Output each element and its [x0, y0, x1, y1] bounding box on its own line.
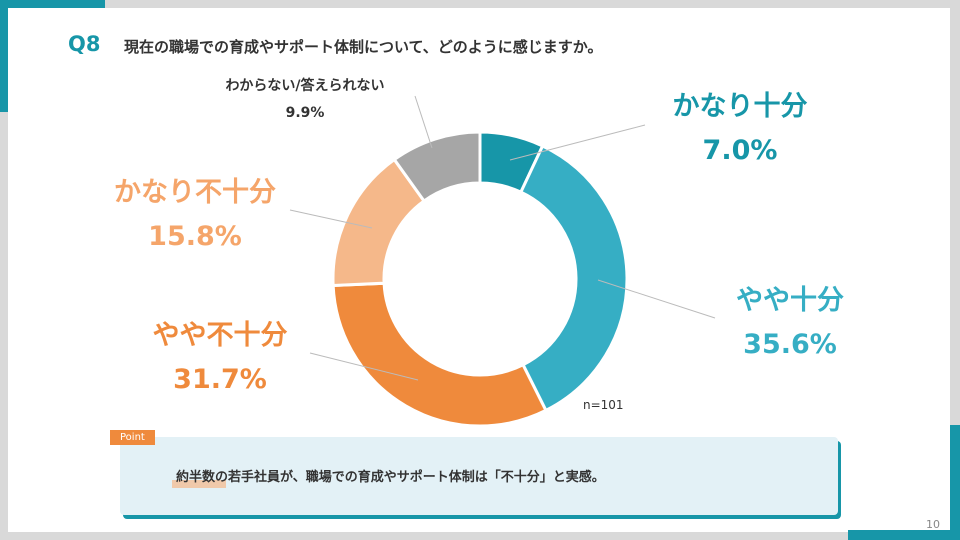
donut-slice-2	[331, 281, 548, 428]
page-number: 10	[926, 518, 940, 531]
accent-bar	[0, 0, 8, 112]
accent-bar	[0, 0, 105, 8]
accent-bar	[848, 530, 960, 540]
point-tag: Point	[110, 430, 155, 445]
point-box	[120, 437, 838, 515]
question-number: Q8	[68, 32, 101, 56]
sample-size: n=101	[583, 398, 624, 412]
label-somewhat-sufficient: やや十分 35.6%	[736, 285, 844, 360]
leader-line	[309, 352, 419, 381]
donut-slice-4	[392, 130, 482, 204]
donut-slice-1	[518, 143, 629, 413]
question-title: 現在の職場での育成やサポート体制について、どのように感じますか。	[124, 38, 603, 56]
label-very-insufficient: かなり不十分 15.8%	[114, 177, 276, 252]
point-text: 約半数の若手社員が、職場での育成やサポート体制は「不十分」と実感。	[176, 470, 605, 485]
label-dont-know: わからない/答えられない 9.9%	[225, 78, 385, 121]
leader-line	[509, 124, 646, 161]
accent-bar	[950, 425, 960, 540]
label-somewhat-insufficient: やや不十分 31.7%	[152, 320, 288, 395]
leader-line	[597, 279, 716, 319]
highlight-marker	[172, 480, 226, 488]
label-very-sufficient: かなり十分 7.0%	[672, 91, 808, 166]
leader-line	[414, 95, 433, 149]
leader-line	[289, 209, 373, 229]
